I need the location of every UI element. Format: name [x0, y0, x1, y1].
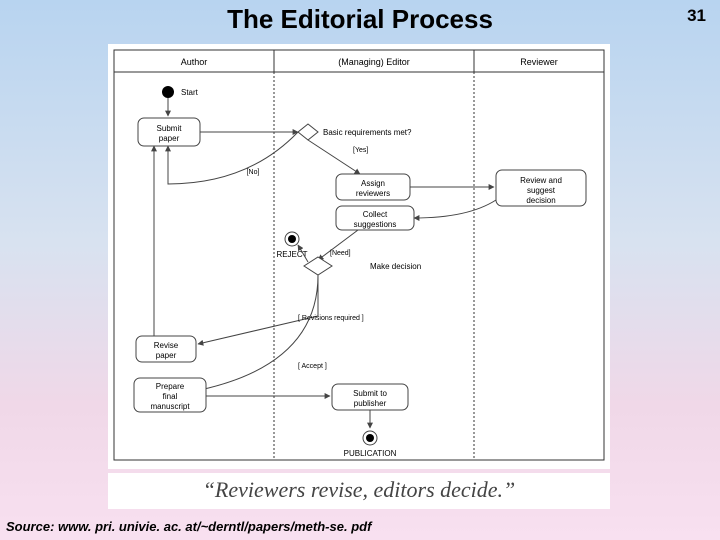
label-accept: [ Accept ]: [298, 363, 327, 370]
slide: 31 The Editorial Process Author (Managin…: [0, 0, 720, 540]
label-yes: [Yes]: [353, 147, 368, 154]
label-need: [Need]: [330, 250, 351, 257]
label-no: [No]: [247, 169, 260, 176]
activity-diagram: Author (Managing) Editor Reviewer Start …: [108, 44, 610, 469]
make-decision-label: Make decision: [370, 262, 421, 271]
basic-req-label: Basic requirements met?: [323, 128, 412, 137]
revise-label-2: paper: [156, 351, 177, 360]
diagram-container: Author (Managing) Editor Reviewer Start …: [108, 44, 610, 469]
slide-title: The Editorial Process: [0, 4, 720, 35]
source-text: Source: www. pri. univie. ac. at/~derntl…: [6, 519, 371, 534]
publisher-label-1: Submit to: [353, 389, 387, 398]
revise-label-1: Revise: [154, 341, 179, 350]
review-label-3: decision: [526, 196, 555, 205]
prepare-label-3: manuscript: [150, 402, 190, 411]
assign-reviewers-label-2: reviewers: [356, 189, 390, 198]
collect-label-1: Collect: [363, 210, 388, 219]
prepare-label-2: final: [163, 392, 178, 401]
review-label-2: suggest: [527, 186, 556, 195]
reject-inner: [288, 235, 296, 243]
quote-text: “Reviewers revise, editors decide.”: [108, 473, 610, 509]
submit-paper-label-2: paper: [159, 134, 180, 143]
publisher-label-2: publisher: [354, 399, 387, 408]
start-label: Start: [181, 88, 199, 97]
reject-label: REJECT: [276, 250, 307, 259]
review-label-1: Review and: [520, 176, 562, 185]
lane-editor-label: (Managing) Editor: [338, 57, 410, 67]
start-node: [162, 86, 174, 98]
lane-author-label: Author: [181, 57, 208, 67]
collect-label-2: suggestions: [354, 220, 397, 229]
publication-label: PUBLICATION: [344, 449, 397, 458]
prepare-label-1: Prepare: [156, 382, 185, 391]
publication-inner: [366, 434, 374, 442]
submit-paper-label-1: Submit: [157, 124, 183, 133]
lane-reviewer-label: Reviewer: [520, 57, 558, 67]
assign-reviewers-label-1: Assign: [361, 179, 385, 188]
